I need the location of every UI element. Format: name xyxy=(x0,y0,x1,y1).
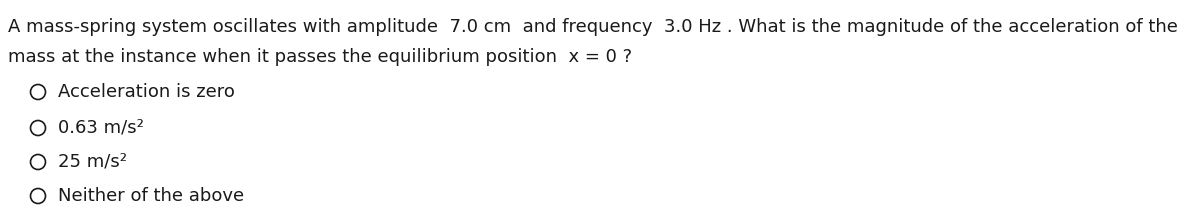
Text: 0.63 m/s²: 0.63 m/s² xyxy=(58,119,144,137)
Text: Neither of the above: Neither of the above xyxy=(58,187,244,205)
Text: 25 m/s²: 25 m/s² xyxy=(58,153,127,171)
Text: mass at the instance when it passes the equilibrium position  x = 0 ?: mass at the instance when it passes the … xyxy=(8,48,632,66)
Text: A mass-spring system oscillates with amplitude  7.0 cm  and frequency  3.0 Hz . : A mass-spring system oscillates with amp… xyxy=(8,18,1178,36)
Text: Acceleration is zero: Acceleration is zero xyxy=(58,83,235,101)
